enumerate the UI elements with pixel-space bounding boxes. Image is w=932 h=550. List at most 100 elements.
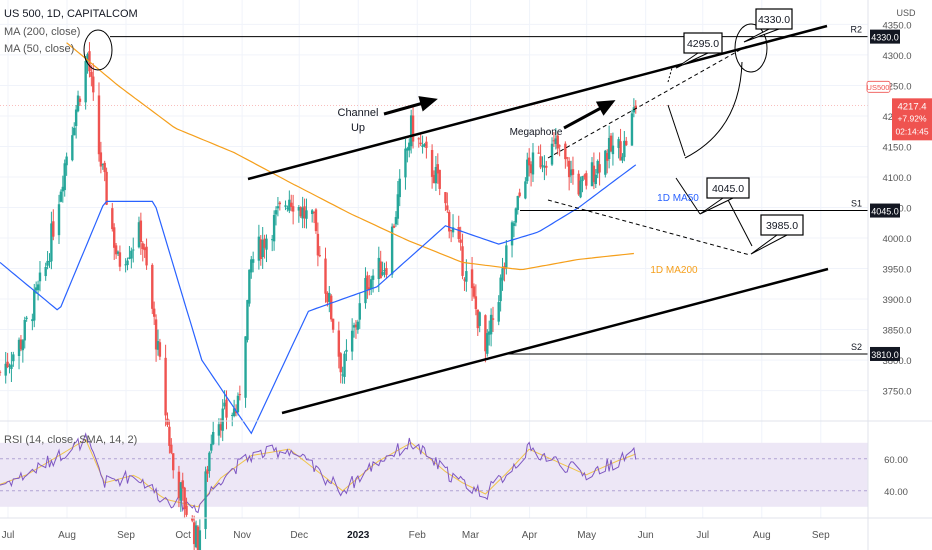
candle-body	[177, 471, 181, 499]
candle-body	[459, 239, 462, 243]
time-tick-label: Jul	[2, 530, 15, 541]
candle-body	[423, 144, 426, 146]
candle-body	[451, 227, 455, 233]
candle-body	[265, 238, 268, 250]
time-tick-label: Feb	[409, 530, 427, 541]
candle-body	[192, 522, 196, 545]
candle-body	[299, 207, 302, 217]
candle-body	[345, 349, 348, 352]
candle-body	[74, 109, 78, 127]
candle-body	[383, 270, 386, 272]
candles	[0, 42, 637, 550]
symbol-label: US 500, 1D, CAPITALCOM	[4, 8, 138, 20]
candle-body	[354, 324, 358, 328]
candle-body	[567, 160, 571, 178]
candle-body	[276, 206, 280, 209]
candle-body	[350, 330, 354, 352]
candle-body	[170, 444, 173, 453]
candle-body	[358, 303, 361, 320]
last-price-tag	[892, 98, 932, 141]
candle-body	[23, 319, 26, 341]
price-tick-label: 3900.0	[882, 295, 911, 306]
candle-body	[432, 175, 436, 184]
candle-body	[318, 255, 321, 257]
candle-body	[604, 150, 607, 175]
candle-body	[114, 245, 118, 255]
candle-body	[543, 165, 546, 168]
candle-body	[421, 145, 424, 147]
candle-body	[234, 411, 238, 414]
candle-body	[84, 61, 87, 103]
candle-body	[17, 339, 21, 356]
candle-body	[524, 181, 527, 199]
candle-body	[406, 148, 409, 151]
candle-body	[385, 268, 388, 275]
high-circle	[83, 29, 113, 71]
candle-body	[101, 164, 104, 166]
candle-body	[366, 275, 369, 290]
small-arrow-line	[667, 67, 673, 83]
callout-box	[755, 8, 793, 30]
candle-body	[558, 145, 561, 147]
time-tick-label: Jul	[696, 530, 709, 541]
candle-body	[550, 143, 554, 165]
candle-body	[516, 196, 519, 211]
candle-body	[324, 258, 327, 294]
candle-body	[411, 115, 415, 142]
rsi-tick-label: 40.00	[884, 487, 908, 498]
candle-body	[261, 240, 264, 257]
candle-body	[623, 140, 626, 158]
candle-body	[594, 174, 597, 185]
candle-body	[128, 257, 131, 259]
candle-body	[225, 399, 228, 418]
candle-body	[118, 252, 122, 267]
candle-body	[113, 227, 116, 248]
candle-body	[181, 480, 184, 489]
candle-body	[116, 251, 120, 254]
candle-body	[50, 223, 53, 262]
candle-body	[206, 469, 209, 474]
price-tick-label: 3750.0	[882, 387, 911, 398]
callout-pointer	[750, 234, 788, 255]
candle-body	[223, 402, 226, 407]
candle-body	[303, 206, 306, 219]
candle-body	[139, 220, 143, 242]
candle-body	[31, 319, 34, 322]
candle-body	[90, 71, 93, 77]
callout-pointer	[743, 28, 780, 43]
callout-box	[760, 214, 804, 236]
candle-body	[472, 286, 476, 297]
candle-body	[474, 296, 478, 310]
candle-body	[278, 202, 282, 205]
candle-body	[352, 325, 356, 328]
candle-body	[168, 426, 171, 446]
price-tick-label: 4350.0	[882, 20, 911, 31]
candle-body	[288, 199, 291, 211]
candle-body	[172, 453, 175, 471]
rsi-tick-label: 60.00	[884, 455, 908, 466]
candle-body	[103, 162, 106, 173]
candle-body	[46, 260, 49, 266]
candle-body	[0, 371, 2, 373]
callout-label: 4330.0	[758, 14, 790, 26]
candle-body	[381, 271, 384, 275]
moving-averages	[0, 42, 637, 435]
candle-body	[63, 163, 66, 191]
price-tick-label: 4100.0	[882, 173, 911, 184]
candle-body	[297, 206, 301, 211]
candle-body	[484, 315, 487, 352]
level-price-label: 4330.0	[871, 33, 899, 43]
candle-body	[396, 194, 400, 219]
callout-pointer	[675, 52, 709, 69]
candle-body	[194, 525, 198, 548]
candle-body	[301, 207, 304, 219]
candle-body	[10, 364, 13, 369]
time-tick-label: Dec	[290, 530, 308, 541]
callout-box	[706, 177, 750, 199]
candle-body	[371, 275, 375, 280]
candle-body	[518, 192, 521, 197]
candle-body	[105, 171, 108, 205]
candle-body	[152, 308, 156, 317]
price-tick-label: 3950.0	[882, 265, 911, 276]
